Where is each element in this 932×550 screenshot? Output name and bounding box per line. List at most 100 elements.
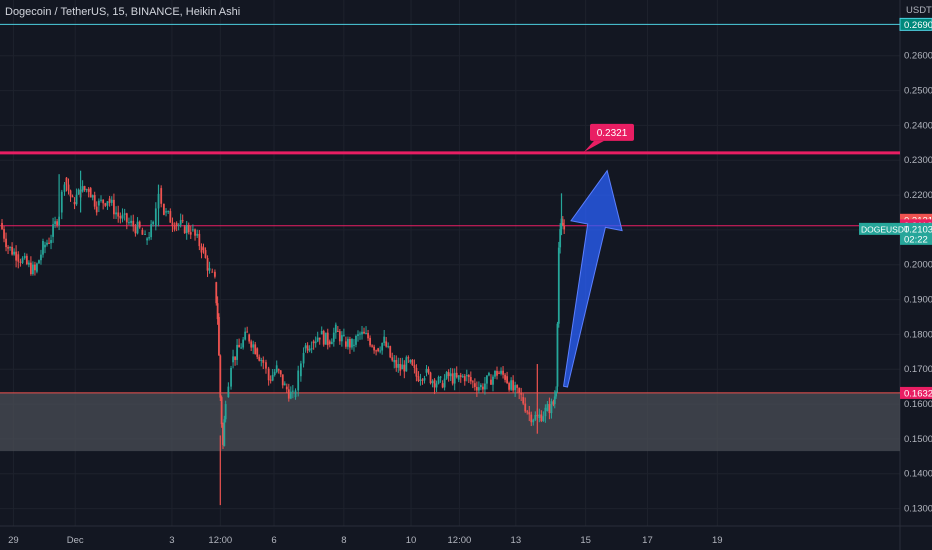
- candle-body: [34, 264, 36, 271]
- candle-body: [514, 385, 517, 391]
- currency-label: USDT: [906, 5, 932, 16]
- candle-body: [87, 189, 90, 192]
- time-tick-label: 6: [271, 535, 276, 546]
- target-callout[interactable]: 0.2321: [584, 123, 634, 152]
- candle-body: [283, 383, 286, 386]
- up-arrow-annotation[interactable]: [562, 169, 623, 388]
- candle-body: [211, 271, 214, 273]
- candle-body: [467, 375, 470, 378]
- candle-body: [437, 377, 440, 384]
- candle-body: [141, 229, 144, 235]
- candle-body: [411, 359, 414, 366]
- arrow-shape: [562, 169, 623, 388]
- candle-body: [520, 392, 523, 395]
- candle-body: [52, 224, 54, 237]
- candle-body: [248, 334, 251, 342]
- candle-body: [361, 331, 363, 335]
- candle-body: [427, 368, 430, 373]
- symbol-header[interactable]: Dogecoin / TetherUS, 15, BINANCE, Heikin…: [5, 6, 241, 18]
- candle-body: [230, 368, 232, 387]
- candle-body: [191, 229, 194, 231]
- candle-body: [246, 331, 249, 333]
- candle-body: [314, 341, 317, 344]
- candle-body: [544, 407, 547, 417]
- candle-body: [218, 316, 220, 356]
- candle-body: [431, 381, 434, 384]
- candle-body: [479, 384, 482, 388]
- candle-body: [23, 255, 26, 259]
- candle-body: [265, 362, 267, 369]
- candle-body: [234, 356, 236, 360]
- candle-body: [433, 379, 436, 388]
- candle-body: [340, 335, 343, 342]
- candle-body: [471, 381, 474, 383]
- candle-body: [58, 216, 61, 226]
- candle-body: [459, 375, 462, 377]
- candle-body: [289, 391, 292, 399]
- candle-body: [375, 350, 378, 352]
- candle-body: [326, 332, 329, 346]
- candle-body: [389, 346, 392, 358]
- candle-body: [397, 363, 400, 368]
- candle-body: [557, 247, 560, 324]
- candle-body: [421, 379, 424, 381]
- candle-body: [100, 199, 102, 201]
- candle-body: [469, 377, 472, 382]
- price-tick-label: 0.1400: [904, 469, 932, 480]
- candle-body: [110, 199, 113, 203]
- candle-body: [318, 337, 321, 340]
- candle-body: [63, 184, 66, 192]
- candle-body: [407, 357, 410, 359]
- candle-body: [146, 238, 148, 241]
- candle-body: [395, 359, 398, 368]
- candle-body: [219, 355, 222, 398]
- price-axis[interactable]: 0.26000.25000.24000.23000.22000.21000.20…: [904, 51, 932, 515]
- candle-body: [447, 372, 450, 377]
- price-tick-label: 0.2000: [904, 260, 932, 271]
- candle-body: [132, 220, 135, 227]
- candle-body: [387, 346, 390, 348]
- candle-body: [267, 368, 270, 381]
- candle-body: [208, 268, 211, 271]
- candle-body: [351, 338, 353, 348]
- candle-body: [334, 324, 337, 333]
- price-tick-label: 0.2500: [904, 86, 932, 97]
- candle-body: [522, 397, 525, 404]
- candle-body: [304, 345, 307, 349]
- price-tick-label: 0.1800: [904, 329, 932, 340]
- candle-body: [165, 211, 167, 213]
- candle-body: [484, 383, 486, 390]
- symbol-tag: DOGEUSDT: [861, 224, 909, 234]
- candle-body: [559, 229, 562, 248]
- candle-body: [187, 225, 190, 233]
- candle-body: [482, 386, 484, 390]
- time-tick-label: 10: [406, 535, 417, 546]
- price-tick-label: 0.1500: [904, 434, 932, 445]
- candle-body: [38, 260, 40, 264]
- candle-body: [40, 254, 42, 261]
- candle-body: [175, 222, 178, 226]
- candle-body: [417, 376, 420, 381]
- candle-body: [214, 271, 216, 277]
- candle-body: [349, 338, 351, 348]
- candle-body: [308, 348, 311, 351]
- candle-body: [306, 345, 309, 351]
- candle-body: [273, 371, 276, 376]
- candle-body: [336, 330, 339, 332]
- price-tick-label: 0.2300: [904, 155, 932, 166]
- candle-body: [494, 370, 496, 377]
- candle-body: [167, 211, 170, 213]
- time-axis[interactable]: 29 Dec 3 12:00 6 8 10 12:00 13 15 17 19: [8, 535, 722, 546]
- candle-body: [279, 370, 282, 375]
- candle-body: [185, 225, 188, 234]
- top-price-tag: 0.2690: [904, 20, 932, 31]
- candle-body: [528, 412, 531, 415]
- candle-body: [194, 229, 196, 236]
- candle-body: [287, 389, 290, 399]
- candle-body: [252, 344, 255, 348]
- candle-body: [173, 226, 176, 230]
- candle-body: [297, 370, 300, 391]
- candle-body: [223, 419, 226, 446]
- candle-body: [32, 264, 34, 275]
